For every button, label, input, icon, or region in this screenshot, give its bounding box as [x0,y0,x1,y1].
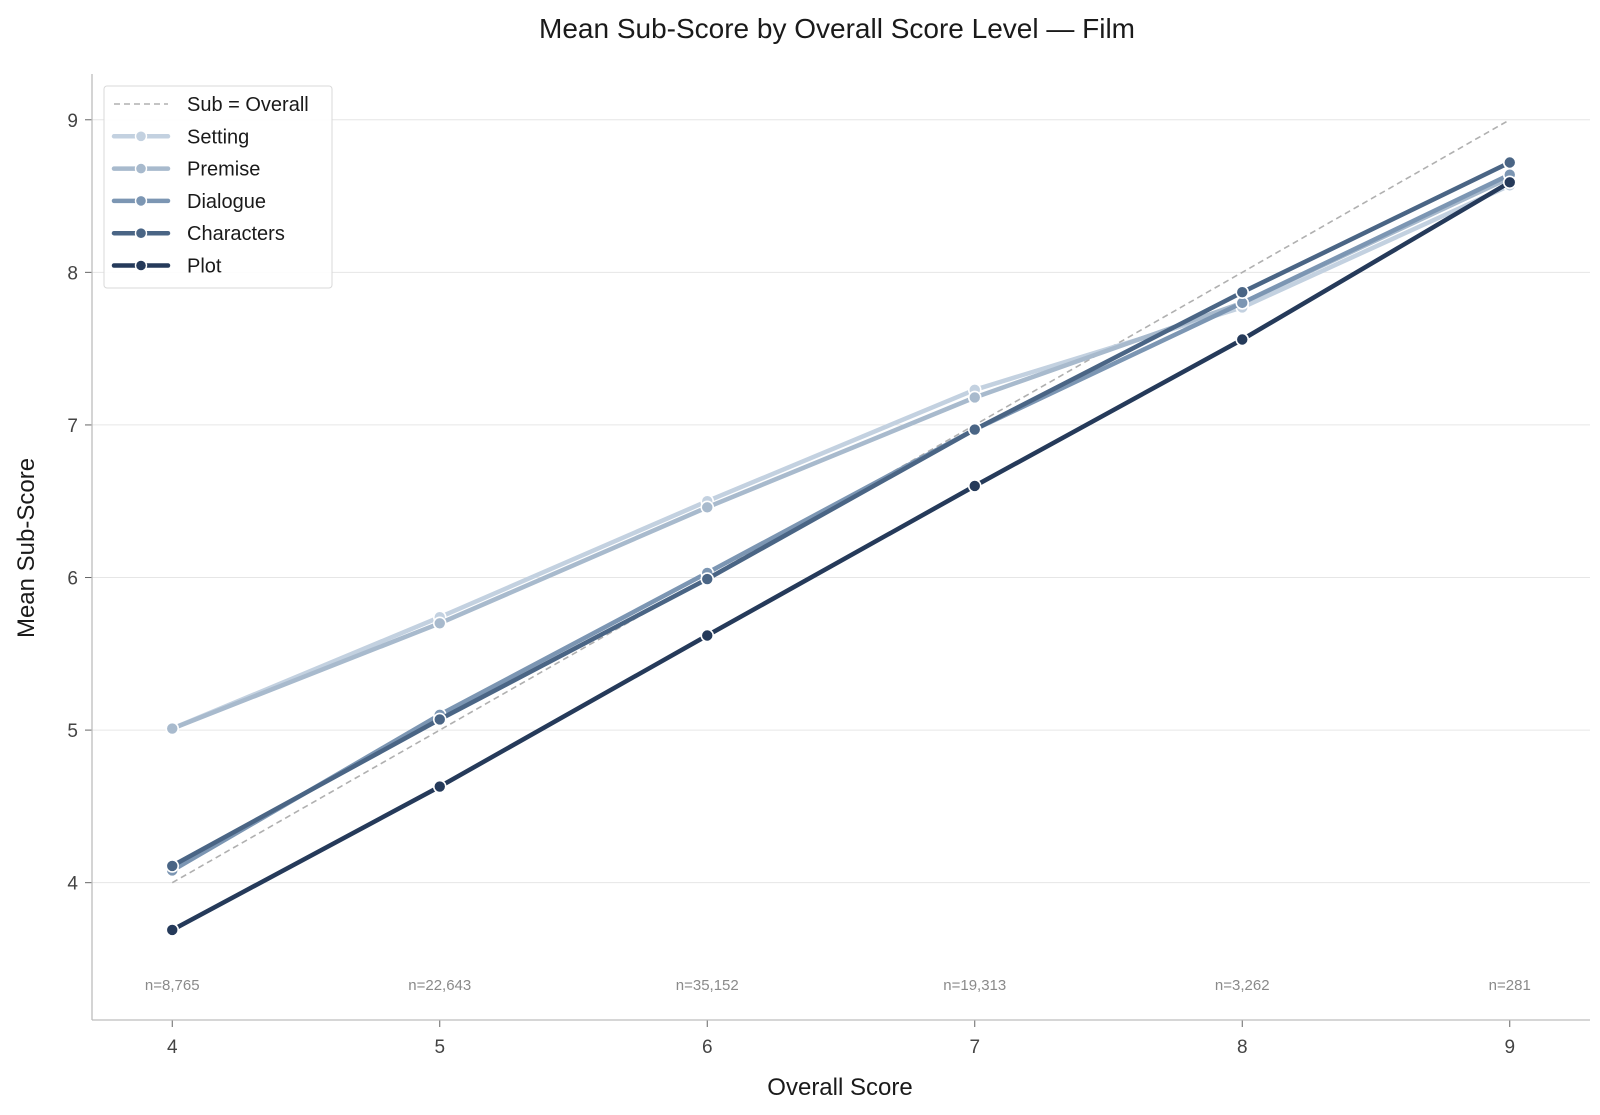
y-tick-label: 8 [67,263,78,284]
x-tick-label: 4 [167,1037,178,1058]
y-axis-title: Mean Sub-Score [13,458,40,638]
chart-title: Mean Sub-Score by Overall Score Level — … [539,13,1135,44]
y-tick-label: 6 [67,569,78,590]
series-line-characters [169,160,1512,869]
data-point-premise [432,616,447,631]
data-point-plot [432,779,447,794]
series-characters [165,155,1517,873]
data-point-characters [432,712,447,727]
series-line-dialogue [169,172,1512,873]
y-tick-label: 4 [67,874,78,895]
legend-label-characters: Characters [187,223,285,245]
y-tick-label: 9 [67,111,78,132]
data-point-plot [1235,332,1250,347]
data-point-plot [967,479,982,493]
data-point-plot [700,628,715,643]
y-tick-label: 5 [67,721,78,742]
legend: Sub = Overall Setting Premise Dialogue Chara… [103,85,333,289]
reference-line [171,119,1511,884]
legend-label-reference: Sub = Overall [187,94,309,116]
sample-size-label: n=22,643 [408,977,471,994]
sample-size-label: n=3,262 [1215,977,1270,994]
sample-size-label: n=281 [1489,977,1531,994]
data-point-characters [967,422,982,437]
x-tick-label: 6 [702,1037,713,1058]
legend-label-premise: Premise [187,159,260,181]
sample-size-label: n=8,765 [145,977,200,994]
legend-marker-dialogue [134,194,148,208]
legend-marker-plot [134,259,148,272]
legend-label-plot: Plot [187,256,222,278]
reference-line-layer [171,119,1511,884]
legend-label-setting: Setting [187,126,249,148]
sample-size-label: n=35,152 [676,977,739,994]
x-tick-label: 7 [969,1037,980,1058]
legend-marker-setting [134,130,148,143]
axes [85,74,1590,1027]
data-point-plot [1502,175,1517,190]
data-point-plot [165,923,180,937]
tick-labels: 4 5 6 7 8 9 4 5 6 7 8 9 [67,111,1515,1058]
data-point-premise [967,390,982,405]
data-point-characters [700,572,715,586]
series-plot [165,175,1517,937]
data-point-characters [1235,285,1250,299]
series-layer [165,155,1517,937]
series-line-setting [169,183,1512,731]
data-point-characters [165,859,180,873]
grid-lines [92,119,1590,884]
annotation-layer: n=8,765 n=22,643 n=35,152 n=19,313 n=3,262 n=… [145,977,1531,994]
data-point-premise [165,721,180,736]
x-axis-title: Overall Score [767,1074,912,1101]
legend-marker-characters [134,226,148,240]
y-tick-label: 7 [67,416,78,437]
legend-label-dialogue: Dialogue [187,191,266,213]
series-line-plot [169,180,1512,933]
legend-marker-premise [134,162,148,175]
sample-size-label: n=19,313 [943,977,1006,994]
x-tick-label: 5 [434,1037,445,1058]
x-tick-label: 8 [1237,1037,1248,1058]
x-tick-label: 9 [1504,1037,1515,1058]
data-point-characters [1502,155,1517,170]
data-point-premise [700,500,715,515]
